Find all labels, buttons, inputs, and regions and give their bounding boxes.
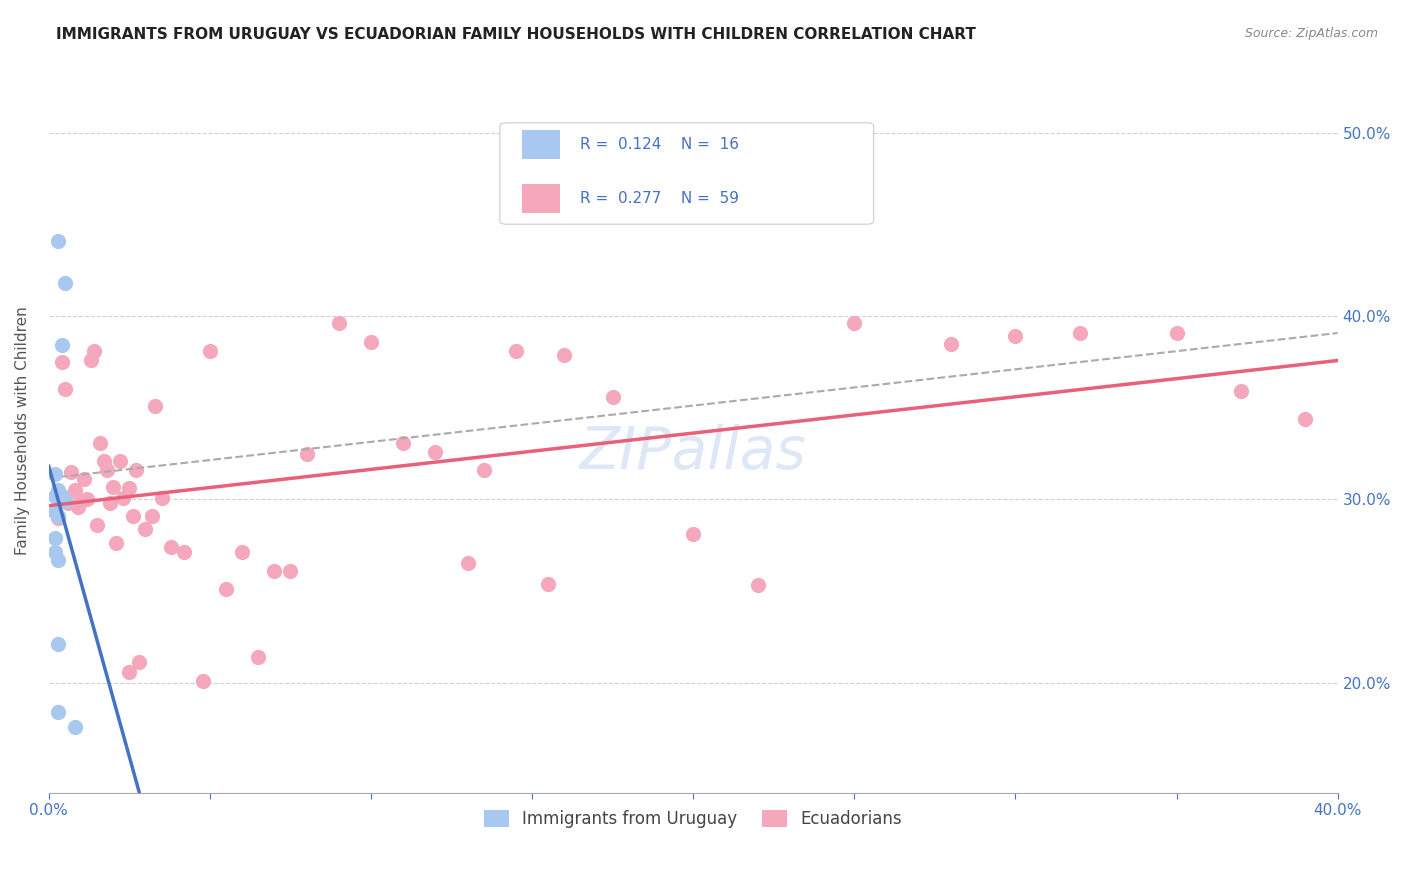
Point: [160, 540, 183, 554]
Point: [263, 564, 285, 578]
Point: [83, 343, 105, 358]
Point: [747, 578, 769, 592]
Point: [51, 355, 73, 369]
Point: [457, 557, 479, 571]
Point: [79, 353, 101, 368]
Point: [150, 491, 173, 505]
Point: [60, 465, 83, 479]
Point: [111, 491, 134, 505]
Point: [118, 665, 141, 679]
Point: [48, 637, 70, 651]
Point: [53, 494, 76, 508]
Point: [143, 399, 166, 413]
Point: [93, 454, 115, 468]
Point: [328, 316, 350, 330]
Point: [1004, 329, 1026, 343]
Point: [360, 334, 382, 349]
Point: [537, 576, 560, 591]
Point: [44, 505, 66, 519]
Point: [295, 446, 318, 460]
Point: [89, 435, 111, 450]
Point: [231, 545, 253, 559]
Point: [198, 343, 221, 358]
Point: [118, 481, 141, 495]
Point: [1069, 326, 1091, 340]
Point: [48, 234, 70, 248]
Point: [193, 673, 215, 688]
Point: [134, 522, 156, 536]
Text: Source: ZipAtlas.com: Source: ZipAtlas.com: [1244, 27, 1378, 40]
Point: [125, 463, 148, 477]
Point: [103, 479, 125, 493]
Point: [53, 276, 76, 290]
Point: [56, 496, 79, 510]
Point: [48, 705, 70, 719]
Point: [48, 483, 70, 498]
Text: ZIPallas: ZIPallas: [579, 424, 807, 481]
Point: [939, 336, 962, 351]
FancyBboxPatch shape: [501, 123, 873, 224]
Point: [48, 510, 70, 524]
Point: [70, 494, 93, 508]
Point: [1230, 384, 1253, 399]
Y-axis label: Family Households with Children: Family Households with Children: [15, 306, 30, 555]
Point: [44, 467, 66, 481]
Point: [66, 500, 89, 514]
Point: [141, 508, 163, 523]
Point: [602, 390, 624, 404]
Point: [76, 492, 98, 507]
Point: [96, 463, 118, 477]
Point: [844, 316, 866, 330]
Point: [44, 545, 66, 559]
FancyBboxPatch shape: [522, 130, 561, 159]
Point: [121, 508, 143, 523]
Point: [48, 553, 70, 567]
Point: [173, 545, 195, 559]
Point: [44, 489, 66, 503]
Point: [44, 531, 66, 545]
Point: [63, 720, 86, 734]
Point: [51, 489, 73, 503]
Point: [505, 343, 527, 358]
Point: [105, 536, 128, 550]
Point: [1166, 326, 1188, 340]
Point: [53, 382, 76, 396]
Legend: Immigrants from Uruguay, Ecuadorians: Immigrants from Uruguay, Ecuadorians: [477, 804, 910, 835]
Point: [553, 347, 575, 361]
Point: [280, 564, 302, 578]
Point: [682, 527, 704, 541]
Point: [1294, 411, 1316, 425]
Text: R =  0.124    N =  16: R = 0.124 N = 16: [579, 137, 738, 152]
Point: [392, 435, 415, 450]
Point: [128, 656, 150, 670]
Point: [73, 472, 96, 486]
Text: R =  0.277    N =  59: R = 0.277 N = 59: [579, 192, 738, 206]
Point: [215, 582, 238, 596]
Point: [86, 518, 108, 533]
Point: [247, 650, 270, 665]
Point: [51, 338, 73, 352]
Point: [98, 496, 121, 510]
Text: IMMIGRANTS FROM URUGUAY VS ECUADORIAN FAMILY HOUSEHOLDS WITH CHILDREN CORRELATIO: IMMIGRANTS FROM URUGUAY VS ECUADORIAN FA…: [56, 27, 976, 42]
Point: [63, 483, 86, 498]
FancyBboxPatch shape: [522, 185, 561, 213]
Point: [425, 444, 447, 458]
Point: [48, 508, 70, 523]
Point: [472, 463, 495, 477]
Point: [108, 454, 131, 468]
